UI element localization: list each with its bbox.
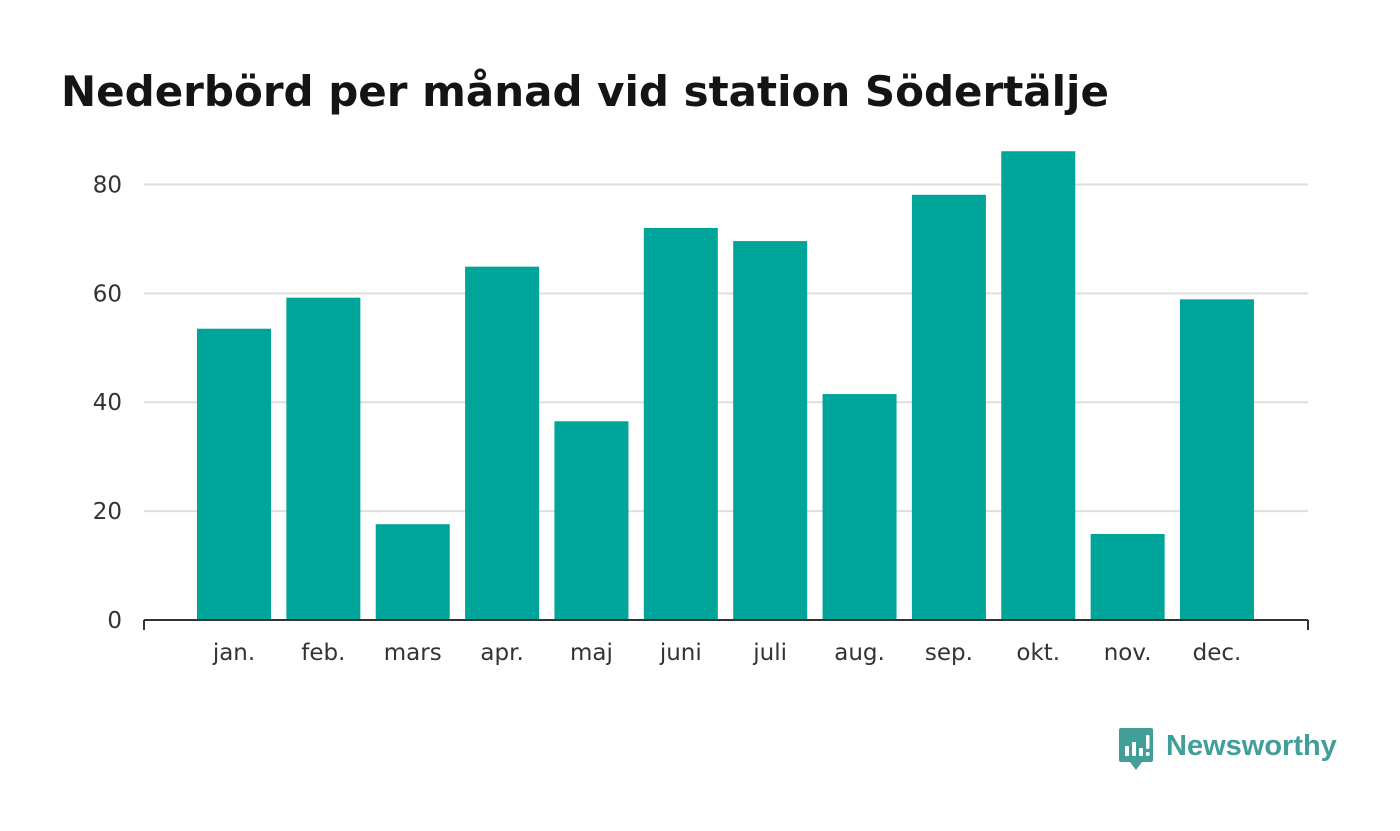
bar-6 (733, 241, 808, 621)
brand-name: Newsworthy (1166, 730, 1337, 762)
x-tick-label: juni (659, 640, 702, 666)
x-tick-label: mars (384, 640, 442, 666)
y-tick-label: 60 (93, 281, 122, 307)
newsworthy-logo-icon (1119, 728, 1153, 770)
newsworthy-logo: Newsworthy (1118, 726, 1337, 772)
bar-2 (375, 524, 450, 620)
bar-5 (643, 228, 718, 620)
bar-0 (197, 328, 271, 620)
x-tick-label: maj (570, 640, 613, 666)
x-tick-label: juli (752, 640, 787, 666)
y-tick-label: 20 (93, 499, 122, 525)
x-tick-label: dec. (1193, 640, 1242, 666)
bar-1 (286, 297, 361, 620)
bar-8 (911, 194, 986, 621)
bar-3 (465, 266, 540, 620)
y-tick-label: 40 (93, 390, 122, 416)
bar-11 (1180, 299, 1254, 620)
y-tick-label: 80 (93, 172, 122, 198)
bar-7 (822, 394, 897, 620)
x-tick-label: nov. (1104, 640, 1152, 666)
x-tick-label: okt. (1016, 640, 1060, 666)
x-tick-label: aug. (834, 640, 885, 666)
x-tick-label: sep. (925, 640, 973, 666)
chart-title: Nederbörd per månad vid station Södertäl… (61, 67, 1109, 116)
x-tick-label: feb. (301, 640, 345, 666)
bar-10 (1090, 533, 1165, 620)
bar-9 (1001, 151, 1076, 620)
x-tick-label: apr. (480, 640, 523, 666)
bar-4 (554, 421, 629, 620)
y-tick-label: 0 (107, 608, 122, 634)
x-tick-label: jan. (212, 640, 255, 666)
